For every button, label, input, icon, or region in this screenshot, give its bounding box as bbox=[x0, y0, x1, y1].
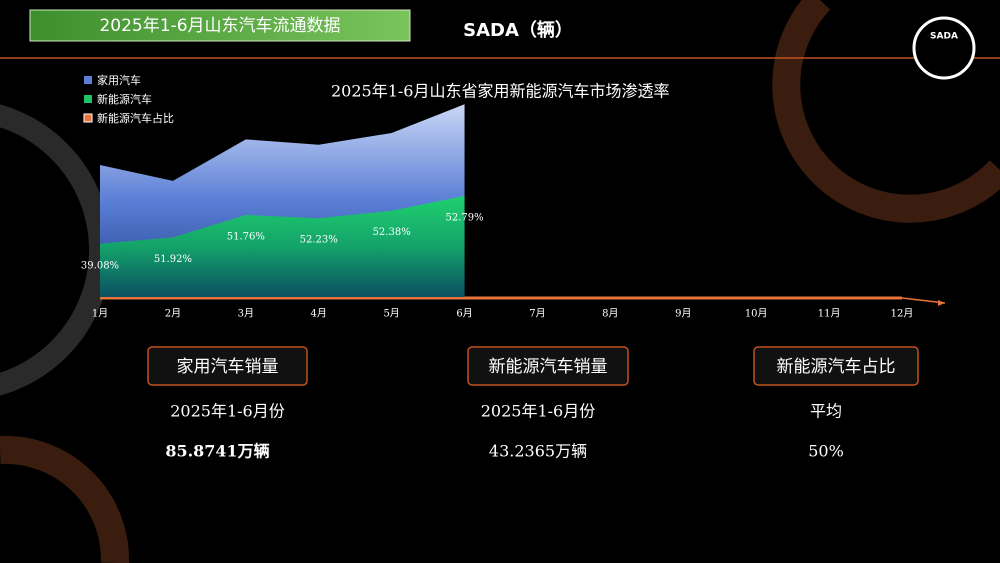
card-subtitle: 平均 bbox=[810, 402, 842, 421]
header-unit: SADA（辆） bbox=[463, 19, 573, 41]
legend-label: 家用汽车 bbox=[97, 73, 141, 87]
x-tick-label: 10月 bbox=[745, 308, 768, 320]
decor-arc bbox=[0, 435, 130, 563]
legend-label: 新能源汽车 bbox=[97, 92, 152, 106]
card-subtitle: 2025年1-6月份 bbox=[481, 402, 596, 421]
card-title: 新能源汽车销量 bbox=[489, 357, 608, 377]
x-tick-label: 6月 bbox=[456, 308, 472, 320]
data-label: 51.76% bbox=[227, 231, 265, 242]
header-box bbox=[29, 9, 411, 42]
header-title: 2025年1-6月山东汽车流通数据 bbox=[99, 16, 340, 36]
logo bbox=[912, 16, 976, 80]
data-label: 39.08% bbox=[81, 260, 119, 271]
card-title: 家用汽车销量 bbox=[177, 357, 279, 377]
x-tick-label: 12月 bbox=[891, 308, 914, 320]
x-tick-label: 7月 bbox=[529, 308, 545, 320]
watermark bbox=[0, 104, 111, 396]
x-tick-label: 8月 bbox=[602, 308, 618, 320]
card-subtitle: 2025年1-6月份 bbox=[170, 402, 285, 421]
card-value: 85.8741万辆 bbox=[165, 442, 269, 461]
card-value: 43.2365万辆 bbox=[489, 442, 587, 461]
x-tick-label: 3月 bbox=[238, 308, 254, 320]
data-label: 51.92% bbox=[154, 254, 192, 265]
x-tick-label: 2月 bbox=[165, 308, 181, 320]
area bbox=[100, 195, 465, 297]
x-tick-label: 9月 bbox=[675, 308, 691, 320]
logo-text: SADA bbox=[930, 32, 958, 42]
x-tick-label: 5月 bbox=[383, 308, 399, 320]
legend-label: 新能源汽车占比 bbox=[97, 111, 174, 125]
data-label: 52.79% bbox=[445, 212, 483, 223]
card-value: 50% bbox=[808, 442, 844, 461]
card-box bbox=[147, 346, 308, 386]
x-axis-arrow bbox=[901, 297, 946, 304]
x-tick-label: 4月 bbox=[311, 308, 327, 320]
card-box bbox=[467, 346, 629, 386]
legend-swatch bbox=[84, 95, 92, 103]
card-title: 新能源汽车占比 bbox=[777, 357, 896, 377]
legend-swatch bbox=[83, 113, 93, 123]
chart-title: 2025年1-6月山东省家用新能源汽车市场渗透率 bbox=[331, 82, 670, 101]
legend-swatch bbox=[84, 76, 92, 84]
x-tick-label: 1月 bbox=[92, 308, 108, 320]
data-label: 52.38% bbox=[373, 227, 411, 238]
x-axis-arrowhead bbox=[938, 300, 945, 306]
x-tick-label: 11月 bbox=[818, 308, 841, 320]
decor-arc bbox=[772, 0, 1000, 223]
card-box bbox=[753, 346, 919, 386]
data-label: 52.23% bbox=[300, 235, 338, 246]
